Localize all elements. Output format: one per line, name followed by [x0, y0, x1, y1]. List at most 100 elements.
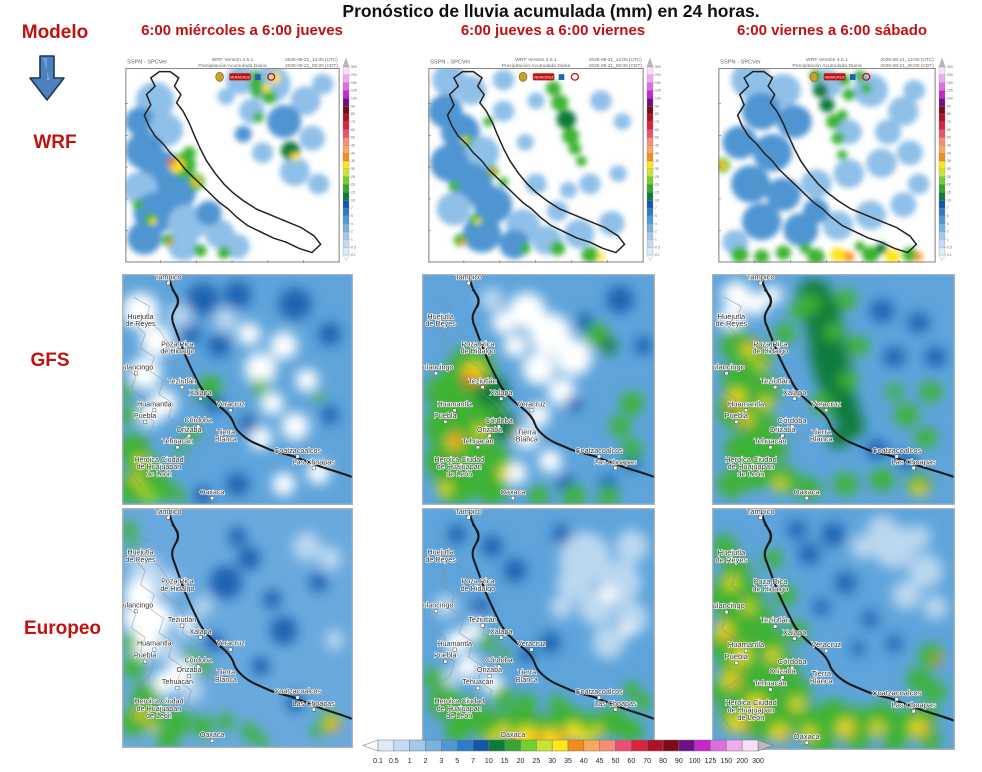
svg-text:35: 35 [351, 159, 355, 163]
svg-text:Huejutla: Huejutla [127, 547, 154, 556]
map-header-text: WRF Versión 4.5.1 [515, 57, 557, 63]
svg-text:3: 3 [655, 222, 657, 226]
svg-text:200: 200 [351, 73, 357, 77]
svg-text:Tehuacán: Tehuacán [462, 437, 493, 446]
svg-text:Oaxaca: Oaxaca [794, 488, 821, 497]
svg-text:Córdoba: Córdoba [485, 416, 513, 425]
svg-text:de Huajuapan: de Huajuapan [437, 704, 482, 713]
precip-blobs [716, 278, 947, 501]
map-europeo-wed-thu: Tampico Huejutla de Reyes Poza Rica de Hidal… [122, 508, 353, 748]
svg-text:3: 3 [947, 222, 949, 226]
svg-text:Córdoba: Córdoba [185, 417, 212, 425]
scale-tick-label: 20 [517, 758, 525, 765]
column-header-fri-sat: 6:00 viernes a 6:00 sábado [736, 22, 928, 39]
svg-text:Tulancingo: Tulancingo [712, 363, 745, 372]
svg-text:de León: de León [446, 469, 472, 478]
state-outline [446, 70, 626, 254]
svg-text:Tierra: Tierra [812, 427, 832, 436]
svg-text:Poza Rica: Poza Rica [753, 340, 788, 349]
map-header-text: 2025-08-21_12:00 (UTC) [285, 57, 338, 62]
svg-text:Coatzacoalcos: Coatzacoalcos [274, 687, 321, 696]
admin-boundary-line [422, 603, 456, 730]
svg-text:de Reyes: de Reyes [716, 555, 748, 564]
admin-boundary-line [712, 366, 747, 487]
svg-text:20: 20 [655, 183, 659, 187]
svg-text:Oaxaca: Oaxaca [794, 732, 821, 741]
svg-text:Heroica Ciudad: Heroica Ciudad [725, 455, 777, 464]
scale-tick-label: 40 [580, 758, 588, 765]
svg-text:Las Choapas: Las Choapas [594, 457, 637, 466]
svg-text:30: 30 [655, 167, 659, 171]
veracruz-shield-logo [518, 71, 528, 82]
svg-text:Puebla: Puebla [134, 651, 157, 660]
svg-text:0.1: 0.1 [655, 253, 660, 257]
svg-text:200: 200 [655, 73, 661, 77]
state-outline [143, 70, 322, 254]
admin-boundary-line [712, 555, 795, 717]
svg-text:Puebla: Puebla [134, 412, 156, 420]
svg-text:45: 45 [655, 144, 659, 148]
coastline [467, 274, 655, 479]
scale-tick-label: 10 [485, 758, 493, 765]
map-wrf-wed-thu: SSPN - SPCVer WRF Versión 4.5.1 Precipitac… [125, 55, 360, 263]
svg-text:150: 150 [351, 81, 357, 85]
svg-text:de Reyes: de Reyes [425, 319, 456, 328]
map-header-text: 2025-08-21_06:00 (CDT) [285, 63, 338, 68]
svg-text:Orizaba: Orizaba [176, 426, 201, 434]
svg-text:Tulancingo: Tulancingo [122, 600, 153, 609]
svg-text:45: 45 [947, 144, 951, 148]
svg-text:de Hidalgo: de Hidalgo [461, 347, 496, 356]
scale-tick-label: 30 [548, 758, 556, 765]
svg-text:Oaxaca: Oaxaca [200, 488, 225, 496]
column-header-wed-thu: 6:00 miércoles a 6:00 jueves [141, 22, 343, 39]
svg-text:Xalapa: Xalapa [189, 389, 211, 397]
scale-tick-label: 300 [752, 758, 764, 765]
svg-text:Tampico: Tampico [747, 508, 775, 516]
svg-text:Orizaba: Orizaba [769, 425, 796, 434]
pc-flag-logo [558, 74, 565, 80]
svg-text:Tulancingo: Tulancingo [712, 601, 745, 610]
map-header-text: 2025-08-21_12:00 (UTC) [880, 57, 934, 62]
svg-text:Veracruz: Veracruz [517, 400, 546, 409]
svg-text:de Reyes: de Reyes [125, 320, 156, 328]
admin-boundary-line [422, 366, 456, 487]
map-header-text: 2025-08-21_06:00 (CDT) [880, 63, 934, 68]
svg-text:Tierra: Tierra [217, 667, 236, 676]
coastline [167, 274, 353, 479]
red-seal-logo [267, 72, 276, 81]
svg-text:Oaxaca: Oaxaca [500, 730, 526, 739]
svg-text:VERACRUZ: VERACRUZ [230, 75, 251, 79]
map-europeo-thu-fri: Tampico Huejutla de Reyes Poza Rica de Hidal… [422, 508, 655, 748]
coastline [759, 508, 955, 722]
svg-text:10: 10 [655, 198, 659, 202]
svg-text:Blanca: Blanca [810, 435, 834, 444]
svg-text:100: 100 [655, 97, 661, 101]
svg-text:30: 30 [351, 167, 355, 171]
veracruz-wordmark-logo [532, 73, 555, 81]
svg-text:Puebla: Puebla [434, 651, 457, 660]
precip-blobs [122, 280, 342, 505]
scale-tick-label: 7 [471, 758, 475, 765]
svg-text:Las Choapas: Las Choapas [892, 700, 937, 709]
map-header-text: SSPN - SPCVer [720, 60, 761, 66]
svg-text:de León: de León [737, 470, 764, 479]
precip-blobs [125, 65, 334, 261]
svg-text:de Huajuapan: de Huajuapan [137, 463, 182, 471]
scale-tick-label: 80 [659, 758, 667, 765]
svg-text:Huejutla: Huejutla [427, 547, 454, 556]
pc-flag-logo [255, 74, 261, 80]
admin-boundary-line [712, 319, 795, 473]
svg-text:Tampico: Tampico [455, 274, 482, 282]
svg-text:0.5: 0.5 [947, 245, 952, 249]
svg-text:Xalapa: Xalapa [490, 388, 512, 397]
svg-text:0.5: 0.5 [655, 245, 660, 249]
svg-text:0.1: 0.1 [351, 253, 356, 257]
row-label-wrf: WRF [33, 132, 77, 153]
admin-boundary-line [133, 531, 215, 682]
svg-text:Blanca: Blanca [516, 675, 539, 684]
svg-text:Oaxaca: Oaxaca [200, 730, 226, 739]
svg-text:2: 2 [655, 230, 657, 234]
svg-text:Heroica Ciudad: Heroica Ciudad [725, 698, 777, 707]
